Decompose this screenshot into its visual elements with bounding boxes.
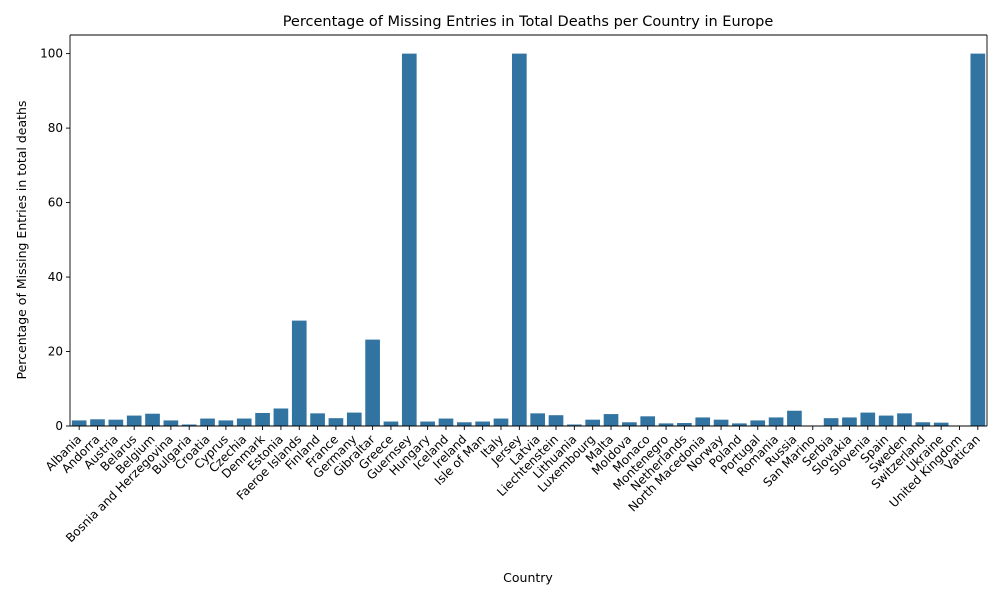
bar-norway	[713, 419, 729, 426]
bar-guernsey	[401, 53, 417, 426]
bar-france	[328, 418, 344, 426]
bar-switzerland	[915, 422, 931, 426]
bar-vatican	[970, 53, 986, 426]
bar-finland	[310, 413, 325, 426]
bar-portugal	[750, 420, 766, 426]
y-axis: 0 20 40 60 80 100	[40, 47, 70, 433]
bar-liechtenstein	[548, 415, 564, 426]
bar-ukraine	[933, 422, 949, 426]
bar-faeroe-islands	[291, 320, 307, 426]
bar-greece	[383, 421, 399, 426]
bar-spain	[878, 415, 894, 426]
bar-germany	[346, 412, 362, 426]
bar-poland	[732, 423, 747, 426]
bar-monaco	[640, 416, 656, 426]
chart-title: Percentage of Missing Entries in Total D…	[283, 14, 774, 30]
x-axis-label: Country	[503, 570, 553, 585]
bar-lithuania	[567, 424, 582, 426]
bar-malta	[603, 414, 619, 426]
bar-albania	[71, 420, 87, 426]
bars-group	[71, 53, 986, 426]
bar-bosnia-and-herzegovina	[163, 420, 179, 426]
bar-cyprus	[218, 420, 234, 426]
bar-czechia	[236, 418, 252, 426]
y-axis-label: Percentage of Missing Entries in total d…	[14, 101, 29, 380]
bar-andorra	[90, 419, 105, 426]
y-tick-label: 60	[48, 196, 63, 210]
bar-moldova	[622, 422, 637, 426]
x-axis: AlbaniaAndorraAustriaBelarusBelgiumBosni…	[43, 426, 983, 545]
bar-serbia	[823, 418, 839, 426]
y-tick-label: 20	[48, 345, 63, 359]
bar-montenegro	[658, 423, 674, 426]
bar-sweden	[897, 413, 912, 426]
y-tick-label: 40	[48, 270, 63, 284]
bar-italy	[493, 418, 509, 426]
bar-netherlands	[677, 423, 692, 426]
bar-belgium	[145, 413, 160, 426]
y-tick-label: 0	[55, 419, 63, 433]
bar-hungary	[420, 421, 435, 426]
bar-croatia	[200, 418, 215, 426]
bar-denmark	[255, 412, 270, 426]
bar-slovakia	[842, 417, 857, 426]
bar-bulgaria	[181, 424, 197, 426]
bar-austria	[108, 419, 124, 426]
bar-latvia	[530, 413, 546, 426]
bar-russia	[787, 410, 802, 426]
bar-romania	[768, 417, 784, 426]
bar-belarus	[126, 415, 142, 426]
y-tick-label: 80	[48, 121, 63, 135]
bar-jersey	[511, 53, 527, 426]
bar-estonia	[273, 408, 289, 426]
bar-north-macedonia	[695, 417, 711, 426]
y-tick-label: 100	[40, 47, 63, 61]
bar-slovenia	[860, 412, 876, 426]
bar-isle-of-man	[475, 421, 490, 426]
bar-ireland	[456, 422, 472, 426]
bar-iceland	[438, 418, 454, 426]
bar-gibraltar	[365, 339, 380, 426]
bar-luxembourg	[585, 419, 601, 426]
